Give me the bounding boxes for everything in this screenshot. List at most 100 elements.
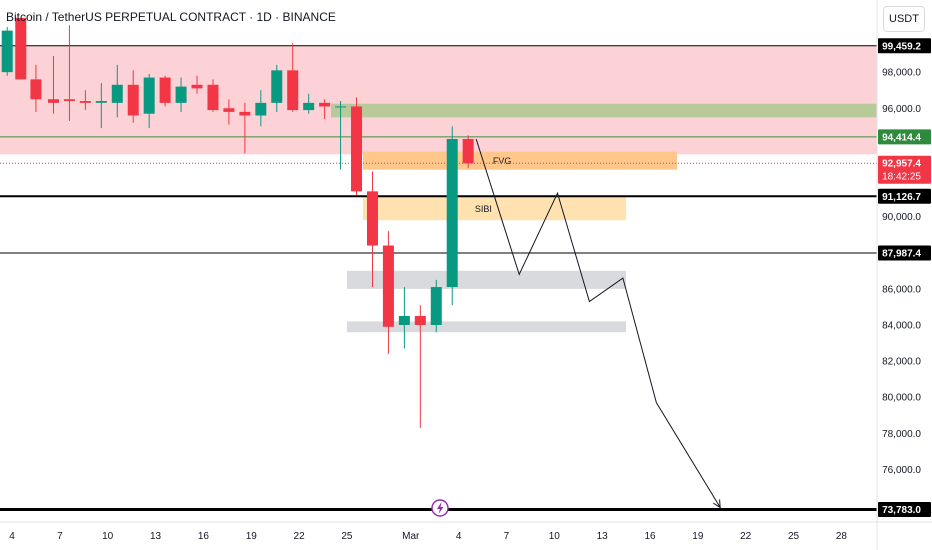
candle-body [239, 111, 251, 116]
candle-body [47, 99, 59, 103]
candle [95, 82, 107, 129]
y-tick-label: 84,000.0 [882, 320, 921, 331]
y-tick-label: 80,000.0 [882, 393, 921, 404]
current-price-badge-label: 92,957.4 [882, 159, 921, 170]
x-tick-label: 7 [504, 531, 510, 542]
projection-path [475, 138, 721, 508]
price-badge-0-label: 99,459.2 [882, 41, 921, 52]
chart-title: Bitcoin / TetherUS PERPETUAL CONTRACT · … [6, 10, 336, 24]
candle [446, 126, 458, 306]
y-tick-label: 82,000.0 [882, 357, 921, 368]
zone-premium [0, 45, 877, 155]
candle-body [30, 79, 42, 100]
y-tick-label: 86,000.0 [882, 284, 921, 295]
event-lightning-icon [431, 499, 449, 517]
candle-body [430, 287, 442, 325]
price-badge-4-label: 73,783.0 [882, 505, 921, 516]
zone-FVG [362, 151, 678, 170]
x-tick-label: 22 [294, 531, 306, 542]
x-tick-label: 7 [57, 531, 63, 542]
x-tick-label: 13 [150, 531, 162, 542]
candle [303, 93, 315, 114]
candle [15, 17, 27, 80]
current-price-badge-bg [878, 155, 931, 184]
candle-body [143, 77, 155, 114]
candle [462, 135, 474, 168]
x-tick-label: 25 [788, 531, 800, 542]
current-price-badge-countdown: 18:42:25 [882, 172, 921, 183]
y-tick-label: 90,000.0 [882, 212, 921, 223]
candle-body [398, 315, 410, 325]
candle [191, 75, 203, 94]
event-icon-bolt [437, 502, 444, 514]
zone-label-SIBI: SIBI [475, 204, 492, 214]
candle-body [366, 191, 378, 246]
price-badge-2-label: 91,126.7 [882, 192, 921, 203]
zone-gray2 [346, 321, 627, 333]
candle-body [303, 102, 315, 111]
candle-body [15, 17, 27, 80]
candle [175, 77, 187, 112]
y-tick-label: 96,000.0 [882, 104, 921, 115]
candle-body [191, 84, 203, 89]
x-tick-label: 10 [102, 531, 114, 542]
candle [366, 171, 378, 288]
candle-body [63, 99, 75, 102]
candle-body [382, 245, 394, 327]
candle [414, 305, 426, 428]
zone-gray1 [346, 270, 627, 289]
price-badge-0-bg [878, 38, 931, 54]
candle-body [319, 102, 331, 107]
candle [335, 101, 347, 170]
candle [271, 64, 283, 112]
projection-arrowhead [713, 499, 721, 509]
candle-body [414, 315, 426, 325]
x-tick-label: 16 [644, 531, 656, 542]
candle-body [159, 77, 171, 103]
candle [430, 279, 442, 333]
candle [30, 64, 42, 112]
zone-label-FVG: FVG [493, 156, 512, 166]
price-axis-bg [877, 0, 932, 550]
price-badge-2-bg [878, 188, 931, 204]
candle-body [223, 108, 235, 112]
candle-body [207, 84, 219, 111]
x-tick-label: 16 [198, 531, 210, 542]
x-tick-label: 28 [836, 531, 848, 542]
candle [159, 75, 171, 107]
y-tick-label: 78,000.0 [882, 429, 921, 440]
zone-green [331, 103, 877, 118]
candle-body [95, 101, 107, 103]
candle [207, 79, 219, 112]
x-tick-label: 25 [341, 531, 353, 542]
candle [1, 27, 13, 76]
candle-body [1, 30, 13, 73]
candle [223, 99, 235, 125]
candle [143, 73, 155, 129]
candle [351, 97, 363, 195]
candle-body [255, 102, 267, 116]
x-tick-label: 19 [692, 531, 704, 542]
x-tick-label: 10 [549, 531, 561, 542]
price-badge-1-label: 94,414.4 [882, 132, 921, 143]
candle [398, 287, 410, 349]
time-axis-bg [0, 522, 877, 550]
candle-body [127, 84, 139, 116]
price-badge-1-bg [878, 129, 931, 145]
x-tick-label: 22 [740, 531, 752, 542]
candle [382, 231, 394, 354]
candle-body [287, 70, 299, 111]
candle [287, 43, 299, 112]
x-tick-label: 4 [9, 531, 15, 542]
candle [47, 55, 59, 114]
candle-body [462, 138, 474, 164]
currency-selector[interactable]: USDT [883, 6, 925, 32]
price-badge-4-bg [878, 502, 931, 518]
candle-body [175, 86, 187, 103]
candle-body [446, 138, 458, 288]
x-tick-label: Mar [402, 531, 420, 542]
candle-body [271, 70, 283, 103]
candle-body [351, 106, 363, 192]
